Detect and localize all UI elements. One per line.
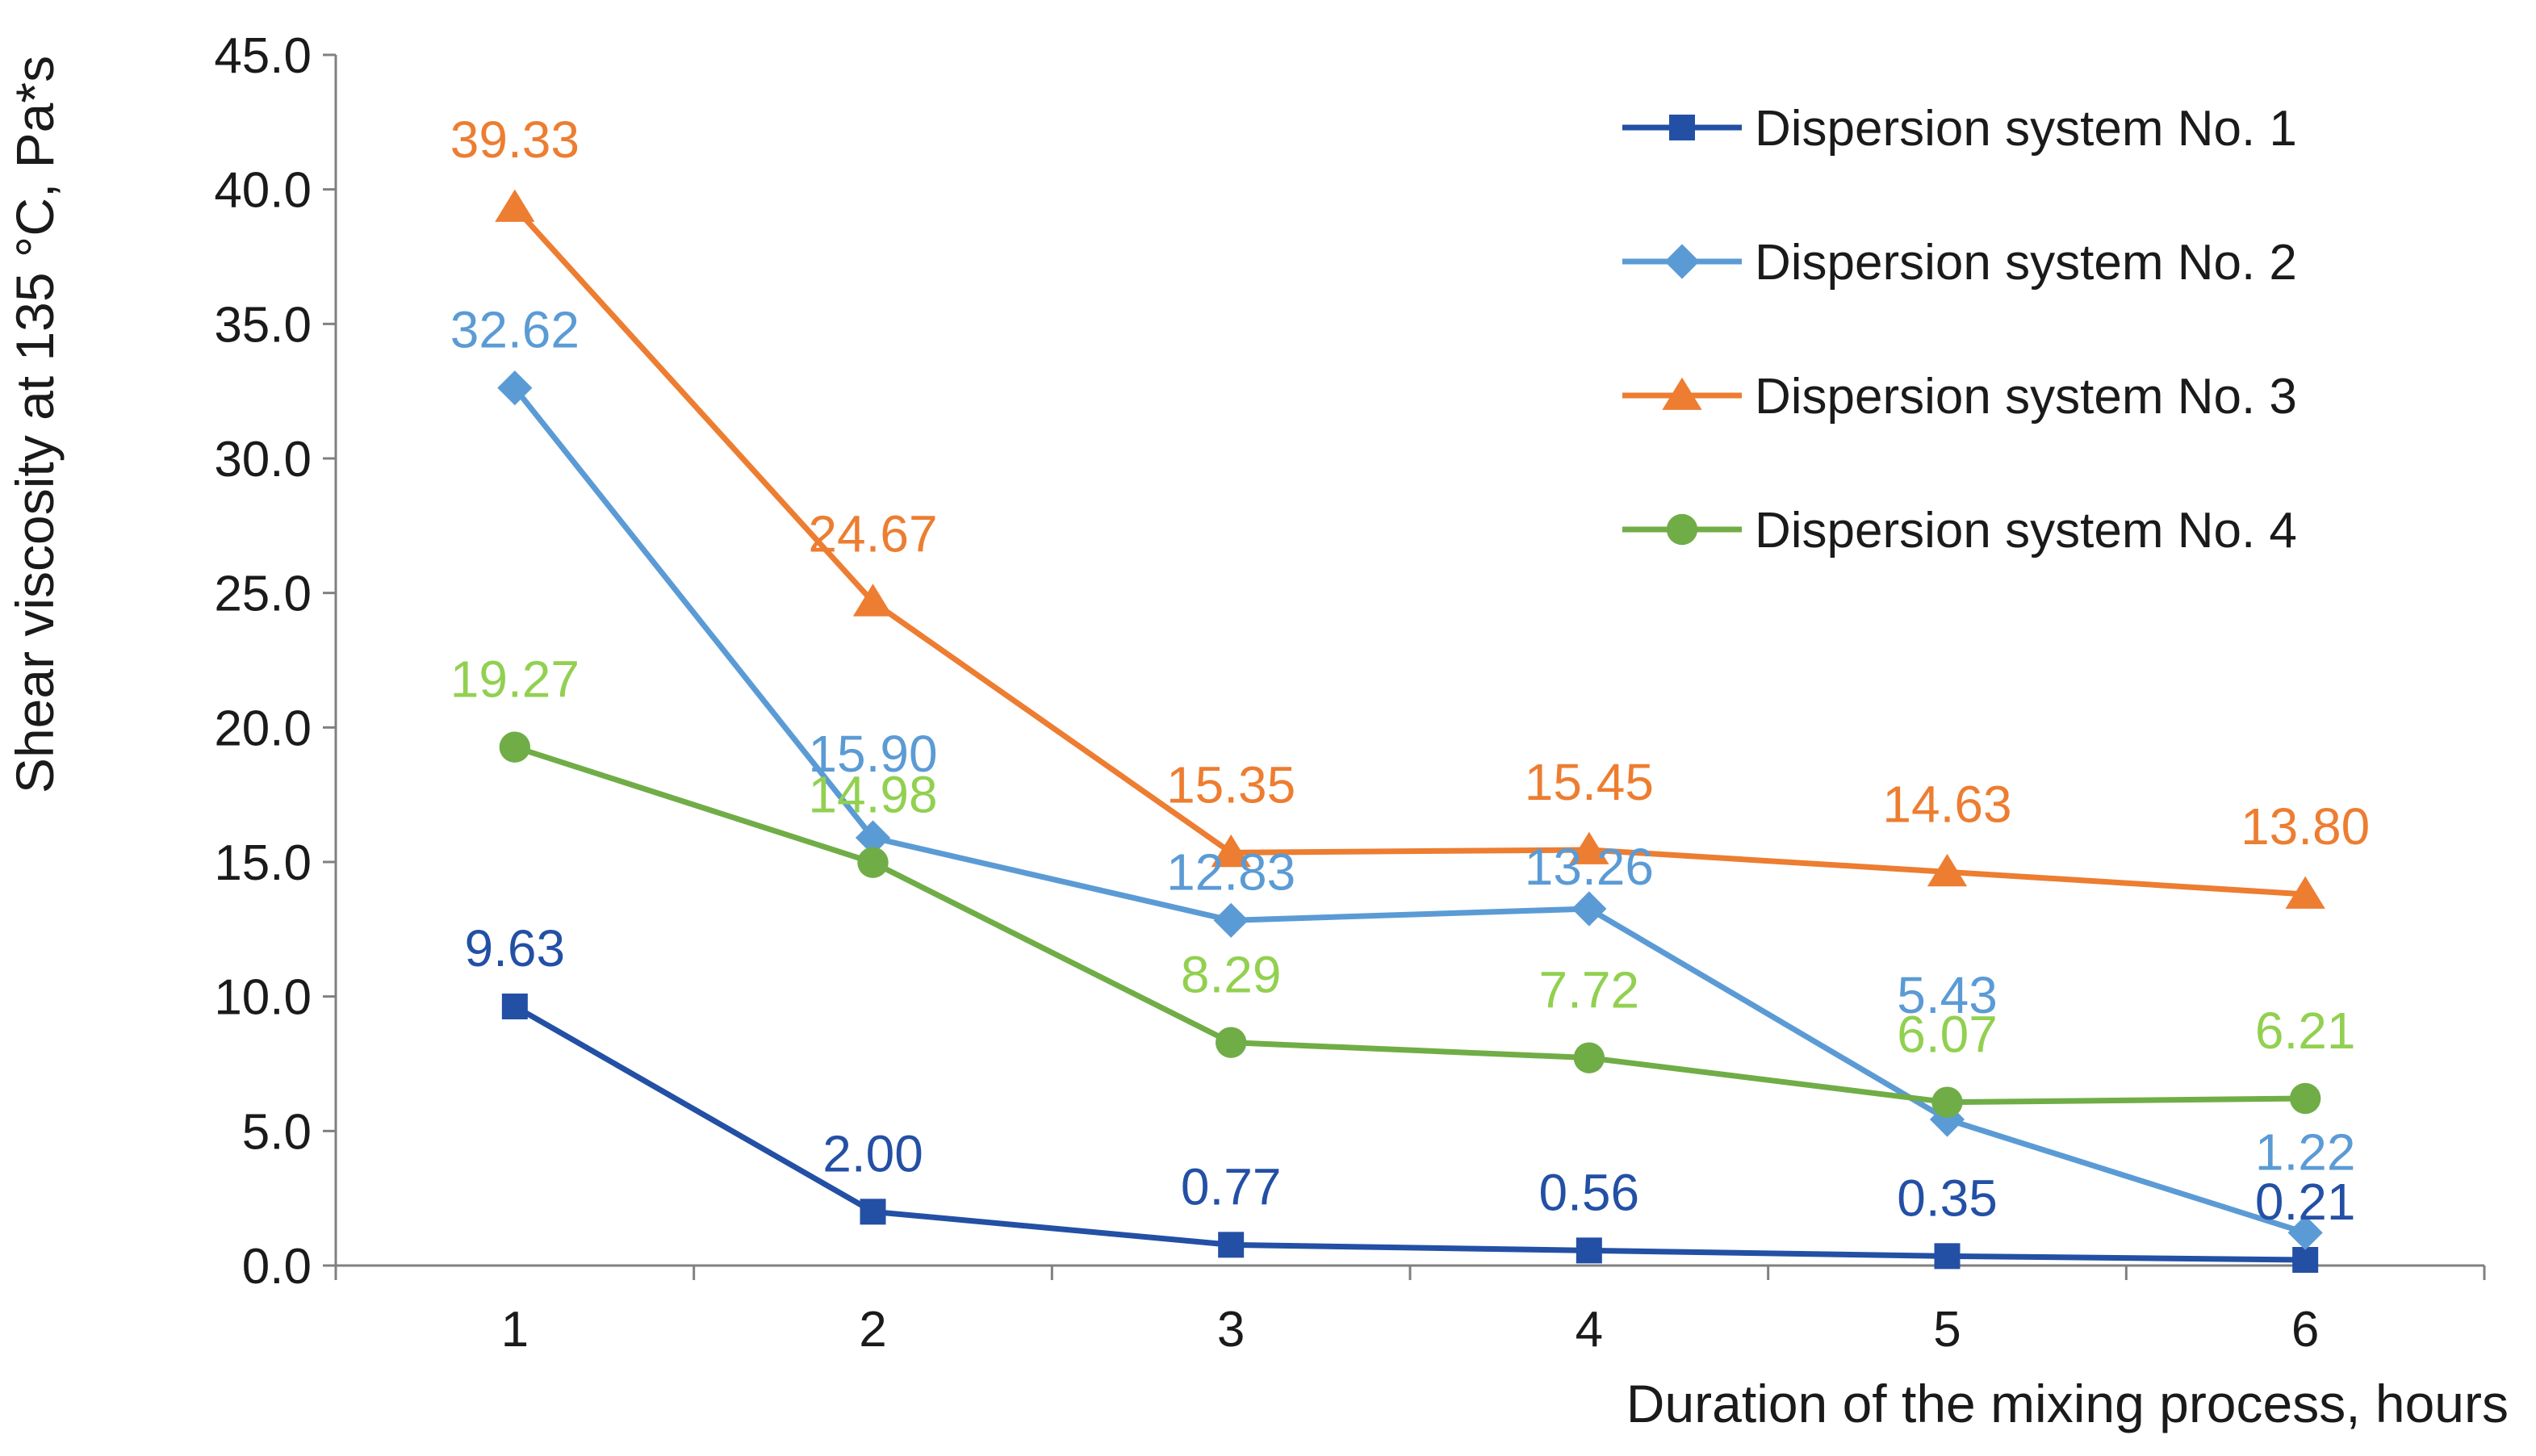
data-label: 2.00 (822, 1124, 923, 1182)
x-tick-label: 4 (1576, 1302, 1603, 1358)
y-tick-label: 35.0 (214, 297, 312, 353)
y-axis-title: Shear viscosity at 135 °C, Pa*s (5, 56, 65, 793)
data-point (497, 370, 533, 406)
y-tick-label: 45.0 (214, 28, 312, 84)
data-label: 0.35 (1897, 1169, 1998, 1227)
y-tick-label: 10.0 (214, 970, 312, 1026)
x-tick-label: 5 (1933, 1302, 1961, 1358)
data-label: 5.43 (1897, 966, 1998, 1024)
legend-item: Dispersion system No. 4 (1622, 503, 2297, 559)
data-point (2285, 876, 2325, 909)
data-label: 14.63 (1882, 775, 2011, 833)
x-tick-label: 1 (501, 1302, 529, 1358)
data-point (1215, 1027, 1247, 1058)
data-label: 12.83 (1166, 843, 1295, 901)
series-line (513, 205, 2306, 897)
y-tick-label: 20.0 (214, 701, 312, 756)
x-tick-label: 3 (1217, 1302, 1245, 1358)
series-3 (495, 189, 2325, 909)
data-point (852, 584, 893, 617)
legend-label: Dispersion system No. 2 (1755, 235, 2297, 291)
data-point (1569, 831, 1609, 864)
series-line (513, 1003, 2306, 1263)
y-tick-label: 30.0 (214, 432, 312, 487)
y-tick-label: 40.0 (214, 163, 312, 219)
data-labels-group: 9.63 2.00 0.77 0.56 0.35 0.21 32.62 15.90 12.83 1… (450, 111, 2370, 1231)
data-label: 13.26 (1525, 838, 1654, 896)
data-label: 0.21 (2255, 1173, 2356, 1231)
data-point (1213, 902, 1249, 938)
legend: Dispersion system No. 1 Dispersion system… (1622, 101, 2297, 559)
legend-item: Dispersion system No. 2 (1622, 235, 2297, 291)
data-label: 0.56 (1539, 1163, 1640, 1221)
data-label: 8.29 (1181, 946, 1282, 1004)
legend-item: Dispersion system No. 1 (1622, 101, 2297, 157)
y-tick-label: 15.0 (214, 835, 312, 891)
data-point (1211, 834, 1251, 868)
data-label: 1.22 (2255, 1123, 2356, 1181)
data-label: 9.63 (465, 919, 566, 977)
data-point (1576, 1237, 1602, 1264)
series-line (513, 744, 2306, 1106)
series-2 (497, 370, 2323, 1250)
legend-label: Dispersion system No. 4 (1755, 503, 2297, 559)
data-label: 32.62 (450, 301, 580, 359)
data-point (2289, 1082, 2321, 1115)
data-point (501, 994, 528, 1019)
data-label: 15.90 (808, 725, 937, 783)
data-point (2287, 1215, 2323, 1250)
data-point (1571, 891, 1607, 927)
data-point (860, 1199, 886, 1225)
data-point (2292, 1247, 2319, 1273)
data-label: 14.98 (808, 766, 937, 824)
data-label: 7.72 (1539, 961, 1640, 1019)
series-group (495, 189, 2325, 1273)
data-label: 15.35 (1166, 755, 1295, 814)
data-point (1927, 853, 1968, 887)
data-label: 13.80 (2241, 797, 2370, 856)
data-point (499, 731, 531, 763)
data-point (1934, 1243, 1961, 1270)
data-point (495, 189, 535, 222)
series-line (513, 386, 2307, 1236)
legend-marker (1666, 513, 1698, 546)
legend-label: Dispersion system No. 3 (1755, 369, 2297, 425)
legend-marker (1664, 244, 1700, 279)
data-label: 0.77 (1181, 1157, 1282, 1215)
data-point (1931, 1086, 1963, 1118)
data-label: 15.45 (1525, 753, 1654, 811)
legend-marker (1669, 115, 1695, 140)
legend-marker (1662, 377, 1702, 410)
legend-label: Dispersion system No. 1 (1755, 101, 2297, 157)
data-point (855, 820, 891, 856)
x-tick-label: 6 (2291, 1302, 2319, 1358)
x-axis-title: Duration of the mixing process, hours (1626, 1374, 2509, 1433)
series-4 (499, 731, 2321, 1118)
data-label: 6.07 (1897, 1006, 1998, 1064)
y-tick-label: 25.0 (214, 567, 312, 622)
data-point (1929, 1102, 1965, 1137)
y-tick-label: 0.0 (242, 1239, 312, 1295)
data-point (1573, 1042, 1605, 1073)
x-tick-label: 2 (859, 1302, 886, 1358)
y-tick-label: 5.0 (242, 1104, 312, 1160)
data-point (1218, 1232, 1245, 1258)
data-label: 6.21 (2255, 1002, 2356, 1060)
data-label: 24.67 (808, 505, 937, 563)
legend-item: Dispersion system No. 3 (1622, 369, 2297, 425)
series-1 (501, 994, 2319, 1273)
data-label: 19.27 (450, 651, 580, 709)
data-label: 39.33 (450, 111, 580, 169)
data-point (857, 847, 889, 878)
axes: 0.05.010.015.020.025.030.035.040.045.01 2… (214, 28, 2486, 1358)
